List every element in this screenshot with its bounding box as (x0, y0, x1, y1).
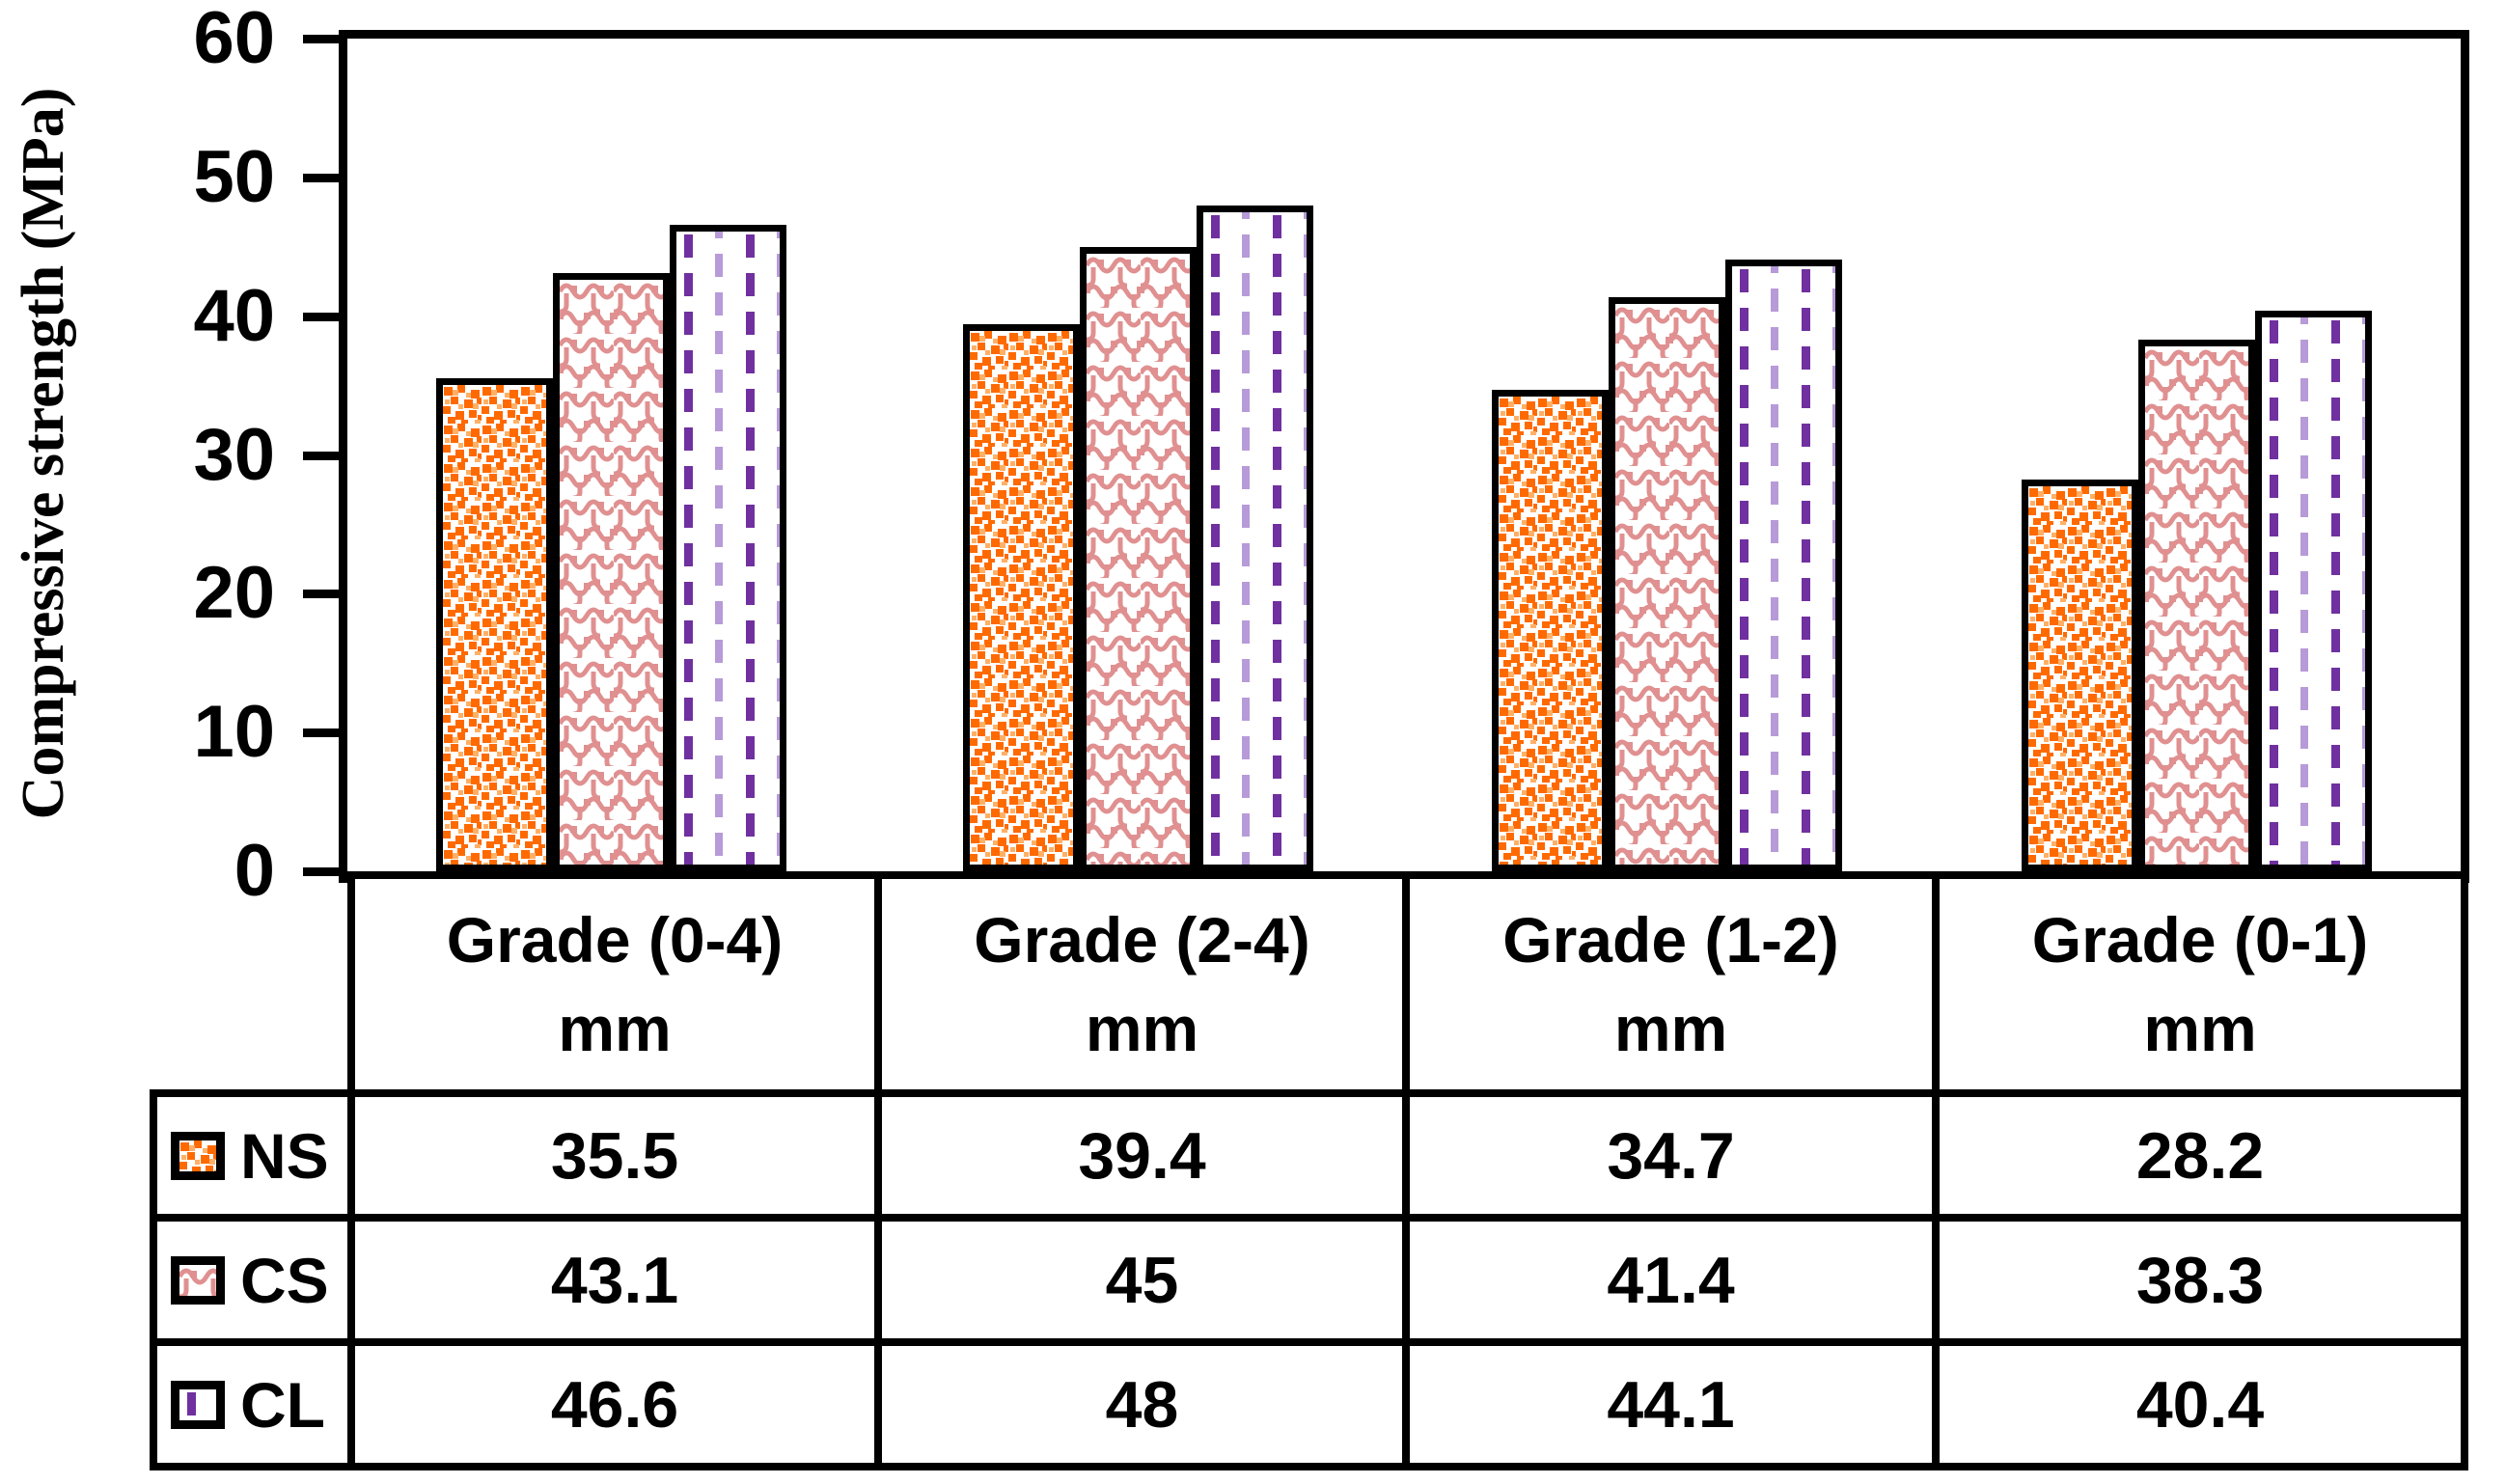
bar-cs-category-2 (1080, 247, 1197, 871)
value-ns-category-1: 35.5 (347, 1089, 882, 1222)
series-name: CS (240, 1244, 329, 1316)
orange-dots-fill (970, 331, 1073, 865)
purple-dashes-fill (2262, 317, 2365, 865)
value-cs-category-1: 43.1 (347, 1214, 882, 1346)
value-cs-category-3: 41.4 (1402, 1214, 1940, 1346)
bar-ns-category-4 (2022, 480, 2138, 871)
y-axis-tick-label: 60 (193, 0, 275, 79)
salmon-divot-fill (560, 280, 663, 865)
category-header: Grade (0-4) mm (347, 871, 882, 1097)
value-ns-category-4: 28.2 (1932, 1089, 2468, 1222)
value-cl-category-4: 40.4 (1932, 1338, 2468, 1470)
bar-cl-category-1 (670, 225, 786, 871)
value-cs-category-4: 38.3 (1932, 1214, 2468, 1346)
bar-cs-category-4 (2138, 340, 2255, 871)
orange-dots-fill (2028, 486, 2132, 865)
y-axis-tick-mark (303, 35, 347, 43)
bar-cl-category-3 (1725, 260, 1842, 871)
orange-dots-fill (1499, 397, 1602, 865)
y-axis-tick-mark (303, 452, 347, 460)
y-axis-tick-mark (303, 313, 347, 321)
y-axis-tick-label: 10 (193, 691, 275, 773)
orange-dots-fill (443, 385, 546, 865)
series-name: CL (240, 1368, 325, 1441)
bar-cl-category-4 (2255, 311, 2372, 871)
series-name: NS (240, 1119, 329, 1192)
legend-swatch-purple-dashes (171, 1380, 225, 1429)
legend-cl: CL (150, 1338, 355, 1470)
category-header: Grade (2-4) mm (874, 871, 1410, 1097)
bar-ns-category-2 (963, 324, 1080, 871)
value-cl-category-3: 44.1 (1402, 1338, 1940, 1470)
category-header: Grade (0-1) mm (1932, 871, 2468, 1097)
purple-dashes-fill (676, 232, 780, 865)
bar-ns-category-1 (436, 378, 553, 871)
value-cl-category-2: 48 (874, 1338, 1410, 1470)
y-axis-tick-label: 50 (193, 136, 275, 218)
bar-cl-category-2 (1197, 206, 1313, 871)
category-header: Grade (1-2) mm (1402, 871, 1940, 1097)
y-axis-tick-mark (303, 590, 347, 598)
legend-swatch-orange-dots (171, 1131, 225, 1180)
salmon-divot-fill (1087, 254, 1190, 865)
salmon-divot-fill (2145, 346, 2248, 865)
y-axis-tick-label: 40 (193, 275, 275, 357)
value-cs-category-2: 45 (874, 1214, 1410, 1346)
salmon-divot-fill (1615, 304, 1719, 865)
y-axis-title: Compressive strength (MPa) (5, 19, 82, 888)
value-cl-category-1: 46.6 (347, 1338, 882, 1470)
y-axis-tick-mark (303, 728, 347, 737)
category-unit: mm (1085, 993, 1199, 1064)
bar-ns-category-3 (1492, 390, 1609, 871)
y-axis-title-text: Compressive strength (MPa) (11, 87, 76, 820)
category-unit: mm (1613, 993, 1728, 1064)
y-axis-tick-label: 0 (234, 830, 275, 912)
category-name: Grade (0-4) (446, 904, 784, 976)
legend-swatch-salmon-divot (171, 1255, 225, 1305)
category-name: Grade (1-2) (1502, 904, 1839, 976)
legend-cs: CS (150, 1214, 355, 1346)
category-name: Grade (0-1) (2031, 904, 2369, 976)
purple-dashes-fill (1203, 212, 1307, 865)
y-axis-tick-label: 30 (193, 414, 275, 496)
bar-cs-category-3 (1609, 297, 1725, 871)
category-unit: mm (558, 993, 672, 1064)
purple-dashes-fill (1732, 266, 1835, 865)
category-unit: mm (2143, 993, 2257, 1064)
bar-cs-category-1 (553, 273, 670, 871)
value-ns-category-3: 34.7 (1402, 1089, 1940, 1222)
value-ns-category-2: 39.4 (874, 1089, 1410, 1222)
y-axis-tick-mark (303, 867, 347, 876)
y-axis-tick-mark (303, 174, 347, 182)
category-name: Grade (2-4) (974, 904, 1310, 976)
legend-ns: NS (150, 1089, 355, 1222)
y-axis-tick-label: 20 (193, 552, 275, 634)
